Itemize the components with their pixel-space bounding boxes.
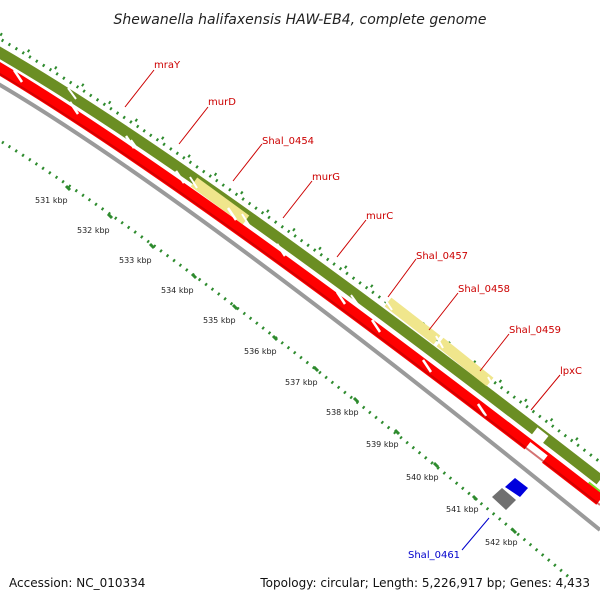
svg-text:Shal_0458: Shal_0458 [458, 284, 510, 295]
gene-labels[interactable]: mraY murD Shal_0454 murG murC Shal_0457 … [124, 60, 582, 561]
gene-label-murC[interactable]: murC [336, 211, 393, 258]
feature-gray [492, 488, 516, 510]
svg-text:mraY: mraY [154, 60, 181, 71]
gene-label-murG[interactable]: murG [282, 172, 340, 219]
gene-label-shal-0454[interactable]: Shal_0454 [232, 136, 314, 182]
gene-label-shal-0457[interactable]: Shal_0457 [387, 251, 468, 298]
kbp-label: 536 kbp [244, 347, 277, 356]
map-title: Shewanella halifaxensis HAW-EB4, complet… [113, 12, 486, 28]
kbp-label: 538 kbp [326, 408, 359, 417]
kbp-label: 540 kbp [406, 473, 439, 482]
svg-text:murC: murC [366, 211, 393, 222]
svg-text:murD: murD [208, 97, 236, 108]
kbp-label: 535 kbp [203, 316, 236, 325]
svg-text:murG: murG [312, 172, 340, 183]
cog-segment-pale [436, 337, 494, 387]
cog-segment-pale [190, 177, 250, 225]
feature-blue [505, 478, 528, 497]
kbp-label: 531 kbp [35, 196, 68, 205]
svg-text:Shal_0459: Shal_0459 [509, 325, 561, 336]
cog-segment-pale [384, 297, 441, 345]
kbp-ruler [1, 140, 571, 580]
gene-label-shal-0458[interactable]: Shal_0458 [428, 284, 510, 331]
gene-label-mraY[interactable]: mraY [124, 60, 181, 108]
genome-backbone [0, 82, 600, 532]
gene-label-shal-0461[interactable]: Shal_0461 [408, 517, 490, 561]
kbp-label: 542 kbp [485, 538, 518, 547]
gene-label-lpxC[interactable]: lpxC [530, 366, 582, 411]
kbp-label: 532 kbp [77, 226, 110, 235]
kbp-label: 533 kbp [119, 256, 152, 265]
svg-text:Shal_0454: Shal_0454 [262, 136, 314, 147]
kbp-label: 539 kbp [366, 440, 399, 449]
svg-text:lpxC: lpxC [560, 366, 582, 377]
kbp-ruler-major-ticks [64, 184, 518, 535]
kbp-label: 534 kbp [161, 286, 194, 295]
outer-tick-ring [0, 32, 600, 464]
gene-label-shal-0459[interactable]: Shal_0459 [479, 325, 561, 372]
kbp-label: 541 kbp [446, 505, 479, 514]
cds-band [0, 62, 600, 505]
kbp-tick-labels: 531 kbp 532 kbp 533 kbp 534 kbp 535 kbp … [35, 196, 518, 547]
gene-label-murD[interactable]: murD [178, 97, 236, 145]
svg-text:Shal_0461: Shal_0461 [408, 550, 460, 561]
topology-text: Topology: circular; Length: 5,226,917 bp… [259, 576, 590, 590]
accession-text: Accession: NC_010334 [9, 576, 145, 590]
svg-text:Shal_0457: Shal_0457 [416, 251, 468, 262]
kbp-label: 537 kbp [285, 378, 318, 387]
cog-band-olive [0, 46, 600, 485]
